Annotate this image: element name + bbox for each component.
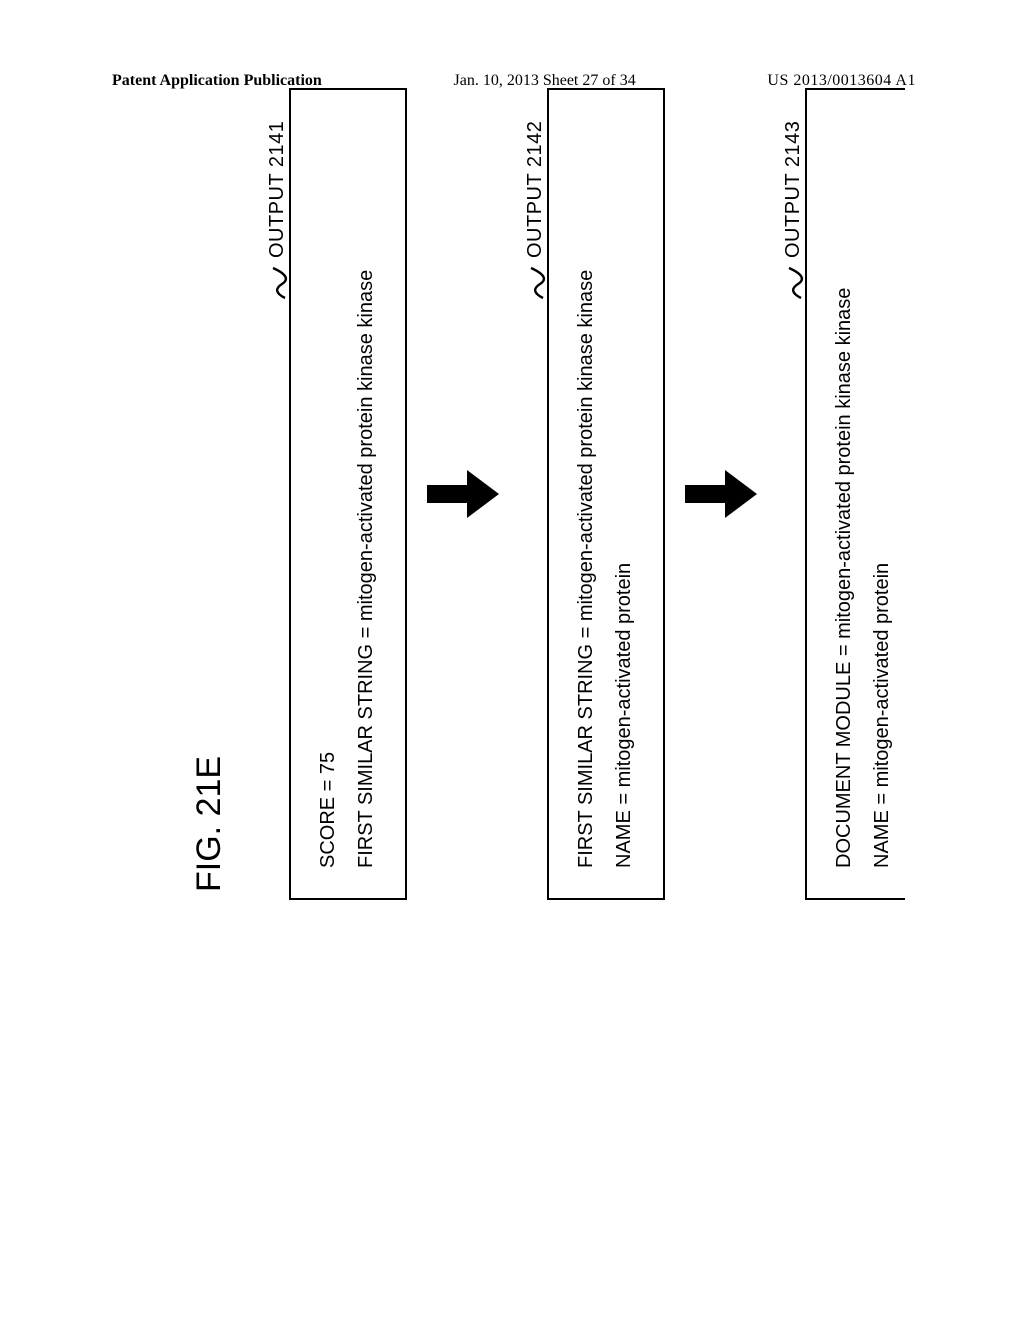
figure-rotated-container: FIG. 21E OUTPUT 2141 SCORE = 75 FIRST SI… — [190, 0, 890, 900]
output-label-row: OUTPUT 2141 — [255, 0, 289, 900]
output-line: SCORE = 75 — [309, 108, 347, 868]
output-box: DOCUMENT MODULE = mitogen-activated prot… — [805, 88, 905, 900]
arrow-container — [407, 88, 513, 900]
down-arrow-icon — [685, 466, 757, 522]
callout-squiggle-icon — [527, 266, 547, 300]
output-line: FIRST SIMILAR STRING = mitogen-activated… — [347, 108, 385, 868]
output-label-row: OUTPUT 2142 — [513, 0, 547, 900]
page: Patent Application Publication Jan. 10, … — [0, 0, 1024, 1320]
output-label: OUTPUT 2141 — [266, 121, 289, 258]
output-label: OUTPUT 2142 — [524, 121, 547, 258]
output-line: FIRST SIMILAR STRING = mitogen-activated… — [567, 108, 605, 868]
output-box: FIRST SIMILAR STRING = mitogen-activated… — [547, 88, 665, 900]
output-label-row: OUTPUT 2143 — [771, 0, 805, 900]
arrow-container — [665, 88, 771, 900]
output-box: SCORE = 75 FIRST SIMILAR STRING = mitoge… — [289, 88, 407, 900]
output-line: NAME = mitogen-activated protein — [863, 108, 901, 868]
figure-title: FIG. 21E — [190, 0, 229, 892]
callout-squiggle-icon — [269, 266, 289, 300]
output-label: OUTPUT 2143 — [782, 121, 805, 258]
output-line: NAME = mitogen-activated protein — [605, 108, 643, 868]
down-arrow-icon — [427, 466, 499, 522]
figure-body: OUTPUT 2141 SCORE = 75 FIRST SIMILAR STR… — [255, 0, 905, 900]
callout-squiggle-icon — [785, 266, 805, 300]
output-line: DOCUMENT MODULE = mitogen-activated prot… — [825, 108, 863, 868]
